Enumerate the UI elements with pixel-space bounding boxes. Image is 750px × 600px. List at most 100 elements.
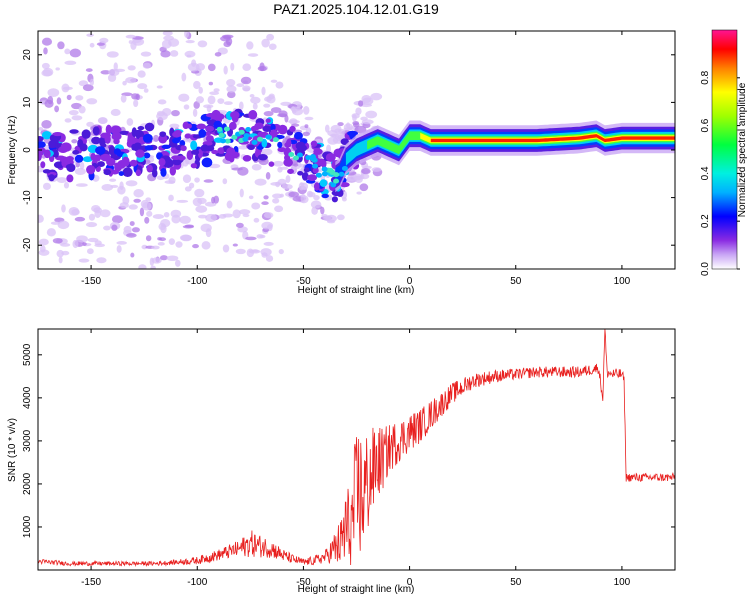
spectrogram-cell: [153, 134, 159, 143]
spectrogram-cell: [46, 228, 56, 237]
spectrogram-cell: [64, 48, 71, 55]
spectrogram-cell: [261, 138, 268, 148]
spectrogram-cell: [354, 125, 367, 134]
spectrogram-cell: [198, 129, 207, 138]
spectrogram-cell: [109, 178, 117, 182]
spectrogram-cell: [263, 212, 274, 219]
spectrogram-cell: [122, 167, 133, 178]
spectrogram-ytick-label: -20: [22, 238, 33, 253]
spectrogram-cell: [214, 52, 222, 57]
spectrogram-cell: [277, 178, 287, 186]
spectrogram-cell: [209, 91, 220, 95]
spectrogram-cell: [272, 193, 283, 199]
spectrogram-cell: [86, 121, 94, 127]
spectrogram-cell: [305, 155, 312, 161]
spectrogram-cell: [168, 38, 180, 47]
spectrogram-cell: [226, 85, 237, 93]
colorbar-tick-label: 0.4: [700, 166, 711, 180]
spectrogram-cell: [38, 141, 46, 149]
spectrogram-cell: [184, 224, 194, 228]
spectrogram-cell: [238, 209, 251, 215]
spectrogram-cell: [281, 183, 293, 190]
spectrogram-cell: [175, 241, 183, 248]
spectrogram-cell: [161, 144, 171, 149]
spectrogram-cell: [144, 122, 155, 132]
spectrogram-xlabel: Height of straight line (km): [298, 285, 415, 296]
spectrogram-cell: [336, 214, 345, 221]
spectrogram-cell: [196, 123, 207, 130]
snr-series-line: [38, 329, 675, 567]
spectrogram-cell: [291, 106, 296, 112]
spectrogram-cell: [263, 195, 269, 200]
spectrogram-cell: [85, 222, 98, 228]
spectrogram-cell: [270, 123, 276, 131]
spectrogram-cell: [192, 243, 199, 249]
spectrogram-cell: [157, 241, 165, 246]
spectrogram-cell: [78, 105, 86, 114]
spectrogram-cell: [265, 134, 272, 140]
spectrogram-cell: [119, 181, 124, 190]
spectrogram-cell: [220, 35, 231, 42]
spectrogram-cell: [193, 101, 200, 109]
spectrogram-cell: [182, 121, 190, 130]
spectrogram-cell: [232, 209, 241, 219]
spectrogram-cell: [74, 216, 86, 222]
spectrogram-cell: [352, 114, 357, 122]
spectrogram-cell: [42, 169, 51, 174]
spectrogram-cell: [184, 133, 191, 139]
spectrogram-cell: [284, 114, 289, 123]
spectrogram-cell: [260, 248, 272, 256]
spectrogram-cell: [128, 204, 138, 210]
snr-xtick-label: 50: [510, 577, 522, 588]
spectrogram-cell: [151, 245, 160, 250]
spectrogram-cell: [146, 210, 153, 217]
spectrogram-cell: [188, 182, 195, 189]
spectrogram-cell: [105, 124, 112, 135]
spectrogram-cell: [238, 101, 244, 110]
spectrogram-cell: [156, 85, 163, 89]
snr-ytick-label: 3000: [22, 429, 33, 452]
spectrogram-cell: [75, 161, 81, 168]
spectrogram-cell: [97, 117, 108, 124]
spectrogram-cell: [63, 182, 70, 189]
spectrogram-cell: [111, 224, 118, 231]
spectrogram-cell: [236, 83, 245, 88]
spectrogram-cell: [343, 123, 354, 131]
spectrogram-cell: [197, 40, 208, 48]
spectrogram-cell: [52, 131, 63, 137]
spectrogram-cell: [226, 200, 233, 209]
spectrogram-cell: [228, 121, 237, 130]
spectrogram-cell: [152, 214, 165, 219]
spectrogram-cell: [170, 209, 182, 218]
spectrogram-cell: [114, 162, 122, 172]
spectrogram-cell: [144, 216, 150, 224]
spectrogram-cell: [207, 63, 216, 72]
spectrogram-cell: [190, 163, 198, 169]
spectrogram-cell: [91, 136, 101, 145]
spectrogram-cell: [312, 163, 319, 169]
spectrogram-cell: [184, 50, 196, 58]
spectrogram-cell: [213, 88, 220, 93]
spectrogram-cell: [216, 126, 223, 132]
spectrogram-cell: [145, 235, 152, 242]
spectrogram-cell: [257, 131, 265, 138]
spectrogram-cell: [248, 195, 254, 200]
spectrogram-cell: [304, 116, 314, 121]
spectrogram-cell: [113, 148, 121, 155]
spectrogram-cell: [251, 163, 262, 171]
spectrogram-cell: [296, 152, 303, 158]
spectrogram-cell: [130, 41, 137, 50]
spectrogram-cell: [86, 164, 96, 175]
spectrogram-cell: [208, 81, 214, 86]
spectrogram-cell: [141, 244, 148, 250]
spectrogram-cell: [230, 62, 235, 71]
spectrogram-cell: [298, 182, 305, 191]
spectrogram-cell: [237, 145, 249, 150]
spectrogram-cell: [222, 213, 234, 218]
spectrogram-cell: [82, 84, 94, 92]
spectrogram-cell: [152, 169, 158, 178]
spectrogram-cell: [201, 157, 213, 168]
spectrogram-cell: [313, 182, 320, 191]
spectrogram-cell: [302, 131, 310, 137]
